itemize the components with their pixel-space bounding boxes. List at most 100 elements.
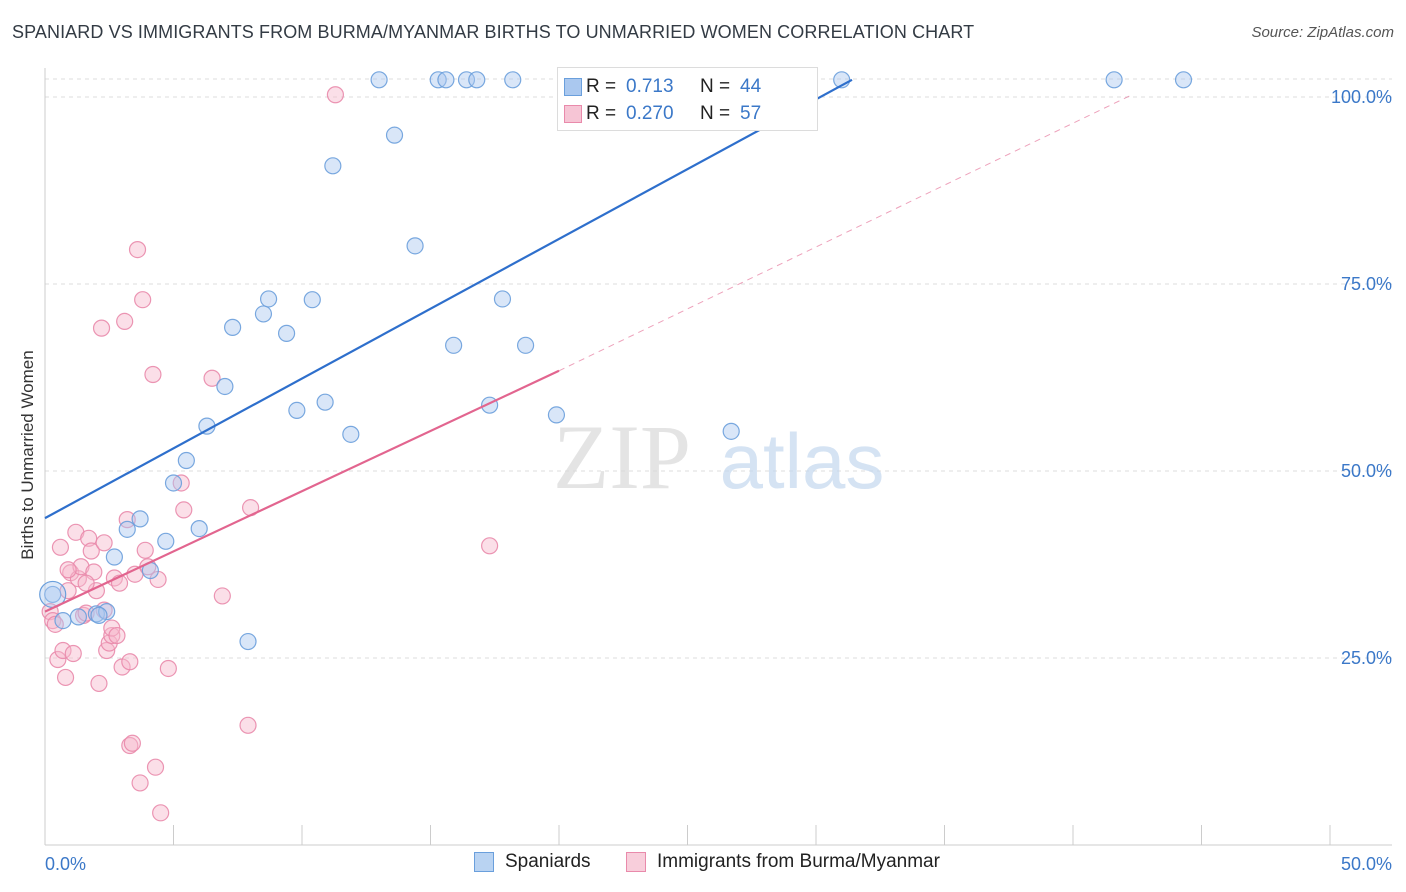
axes bbox=[44, 68, 1392, 846]
data-point-immigrants bbox=[54, 641, 72, 660]
legend-item-immigrants: Immigrants from Burma/Myanmar bbox=[626, 851, 940, 873]
x-tick-label-min: 0.0% bbox=[45, 854, 86, 874]
data-point-spaniards bbox=[69, 608, 88, 626]
data-point-spaniards bbox=[164, 474, 183, 492]
legend-n-label: N = bbox=[700, 103, 731, 124]
legend-swatch-pink bbox=[564, 105, 582, 123]
data-point-immigrants bbox=[49, 650, 67, 669]
data-point-spaniards bbox=[190, 519, 208, 538]
gridlines bbox=[45, 78, 1392, 659]
data-point-immigrants bbox=[326, 86, 345, 104]
data-point-spaniards bbox=[316, 393, 334, 411]
data-point-immigrants bbox=[239, 716, 257, 734]
data-point-spaniards bbox=[90, 606, 108, 624]
series-legend: Spaniards Immigrants from Burma/Myanmar bbox=[0, 851, 1406, 877]
data-point-spaniards bbox=[131, 510, 149, 528]
data-point-spaniards bbox=[504, 71, 522, 89]
y-tick-label: 100.0% bbox=[1331, 87, 1392, 107]
legend-row-immigrants: R = 0.270 N = 57 bbox=[564, 100, 762, 128]
data-point-spaniards bbox=[493, 290, 512, 308]
trend-lines bbox=[44, 78, 1133, 613]
y-tick-label: 25.0% bbox=[1341, 648, 1392, 668]
data-point-spaniards bbox=[216, 377, 234, 396]
data-point-spaniards bbox=[118, 520, 136, 538]
data-point-immigrants bbox=[203, 369, 221, 387]
correlation-legend: R = 0.713 N = 44 R = 0.270 N = 57 bbox=[557, 67, 818, 131]
data-point-immigrants bbox=[121, 736, 139, 755]
legend-swatch-blue bbox=[564, 78, 582, 96]
data-point-immigrants bbox=[56, 668, 75, 687]
data-point-immigrants bbox=[136, 541, 154, 559]
data-point-spaniards bbox=[722, 422, 740, 440]
chart-title: SPANIARD VS IMMIGRANTS FROM BURMA/MYANMA… bbox=[12, 22, 975, 42]
y-tick-label: 75.0% bbox=[1341, 274, 1392, 294]
tick-labels: 25.0% 50.0% 75.0% 100.0% 0.0% 50.0% bbox=[45, 87, 1392, 874]
series-spaniards-points bbox=[39, 71, 1193, 651]
legend-item-spaniards: Spaniards bbox=[474, 851, 591, 873]
data-point-immigrants bbox=[72, 558, 90, 576]
data-point-immigrants bbox=[146, 758, 165, 776]
trend-line-immigrants bbox=[44, 369, 560, 613]
data-point-spaniards bbox=[370, 71, 388, 89]
data-point-immigrants bbox=[144, 365, 162, 384]
legend-r-label: R = bbox=[586, 103, 617, 124]
data-point-spaniards bbox=[437, 71, 455, 89]
data-point-spaniards bbox=[239, 632, 257, 651]
legend-n-value: 44 bbox=[740, 76, 762, 97]
trend-line-spaniards bbox=[44, 78, 853, 520]
data-point-spaniards bbox=[385, 126, 404, 144]
legend-label-immigrants: Immigrants from Burma/Myanmar bbox=[657, 851, 940, 872]
data-point-immigrants bbox=[152, 804, 170, 822]
y-tick-label: 50.0% bbox=[1341, 461, 1392, 481]
series-immigrants-points bbox=[41, 86, 499, 822]
data-point-immigrants bbox=[175, 501, 193, 519]
data-point-spaniards bbox=[1174, 71, 1193, 89]
data-point-immigrants bbox=[118, 511, 136, 529]
data-point-immigrants bbox=[121, 653, 139, 671]
data-point-immigrants bbox=[116, 312, 134, 330]
data-point-spaniards bbox=[157, 532, 175, 550]
data-point-spaniards bbox=[342, 425, 360, 443]
legend-n-label: N = bbox=[700, 76, 731, 97]
data-point-immigrants bbox=[128, 240, 147, 259]
y-axis-label: Births to Unmarried Women bbox=[18, 350, 37, 560]
data-point-spaniards bbox=[254, 305, 273, 323]
trend-extension-immigrants bbox=[558, 94, 1133, 372]
watermark-atlas: atlas bbox=[720, 417, 885, 505]
data-point-immigrants bbox=[92, 319, 111, 337]
data-point-immigrants bbox=[134, 291, 152, 309]
data-point-spaniards bbox=[468, 71, 486, 89]
data-point-spaniards bbox=[54, 611, 72, 630]
data-point-immigrants bbox=[159, 659, 177, 678]
legend-row-spaniards: R = 0.713 N = 44 bbox=[564, 73, 762, 101]
legend-r-value: 0.270 bbox=[626, 103, 674, 124]
legend-r-value: 0.713 bbox=[626, 76, 674, 97]
data-point-immigrants bbox=[213, 587, 231, 605]
source-label: Source: ZipAtlas.com bbox=[1251, 24, 1394, 41]
data-point-immigrants bbox=[80, 529, 98, 547]
data-point-spaniards bbox=[547, 406, 566, 424]
data-point-immigrants bbox=[95, 534, 113, 552]
legend-r-label: R = bbox=[586, 76, 617, 97]
x-tick-label-max: 50.0% bbox=[1341, 854, 1392, 874]
data-point-spaniards bbox=[516, 336, 535, 354]
legend-label-spaniards: Spaniards bbox=[505, 851, 591, 872]
data-point-spaniards bbox=[1105, 71, 1123, 89]
data-point-spaniards bbox=[224, 318, 242, 336]
legend-swatch-blue bbox=[474, 852, 494, 872]
data-point-spaniards bbox=[445, 336, 463, 354]
legend-n-value: 57 bbox=[740, 103, 762, 124]
data-point-spaniards bbox=[44, 585, 62, 604]
data-point-immigrants bbox=[82, 542, 100, 560]
data-point-spaniards bbox=[288, 401, 306, 420]
data-point-spaniards bbox=[324, 157, 342, 175]
data-point-spaniards bbox=[105, 548, 123, 566]
data-point-immigrants bbox=[64, 644, 82, 663]
watermark-zip: ZIP bbox=[553, 406, 691, 508]
data-point-immigrants bbox=[481, 537, 499, 555]
data-point-spaniards bbox=[277, 324, 296, 342]
data-point-spaniards bbox=[303, 291, 321, 309]
data-point-immigrants bbox=[108, 626, 126, 645]
legend-swatch-pink bbox=[626, 852, 646, 872]
